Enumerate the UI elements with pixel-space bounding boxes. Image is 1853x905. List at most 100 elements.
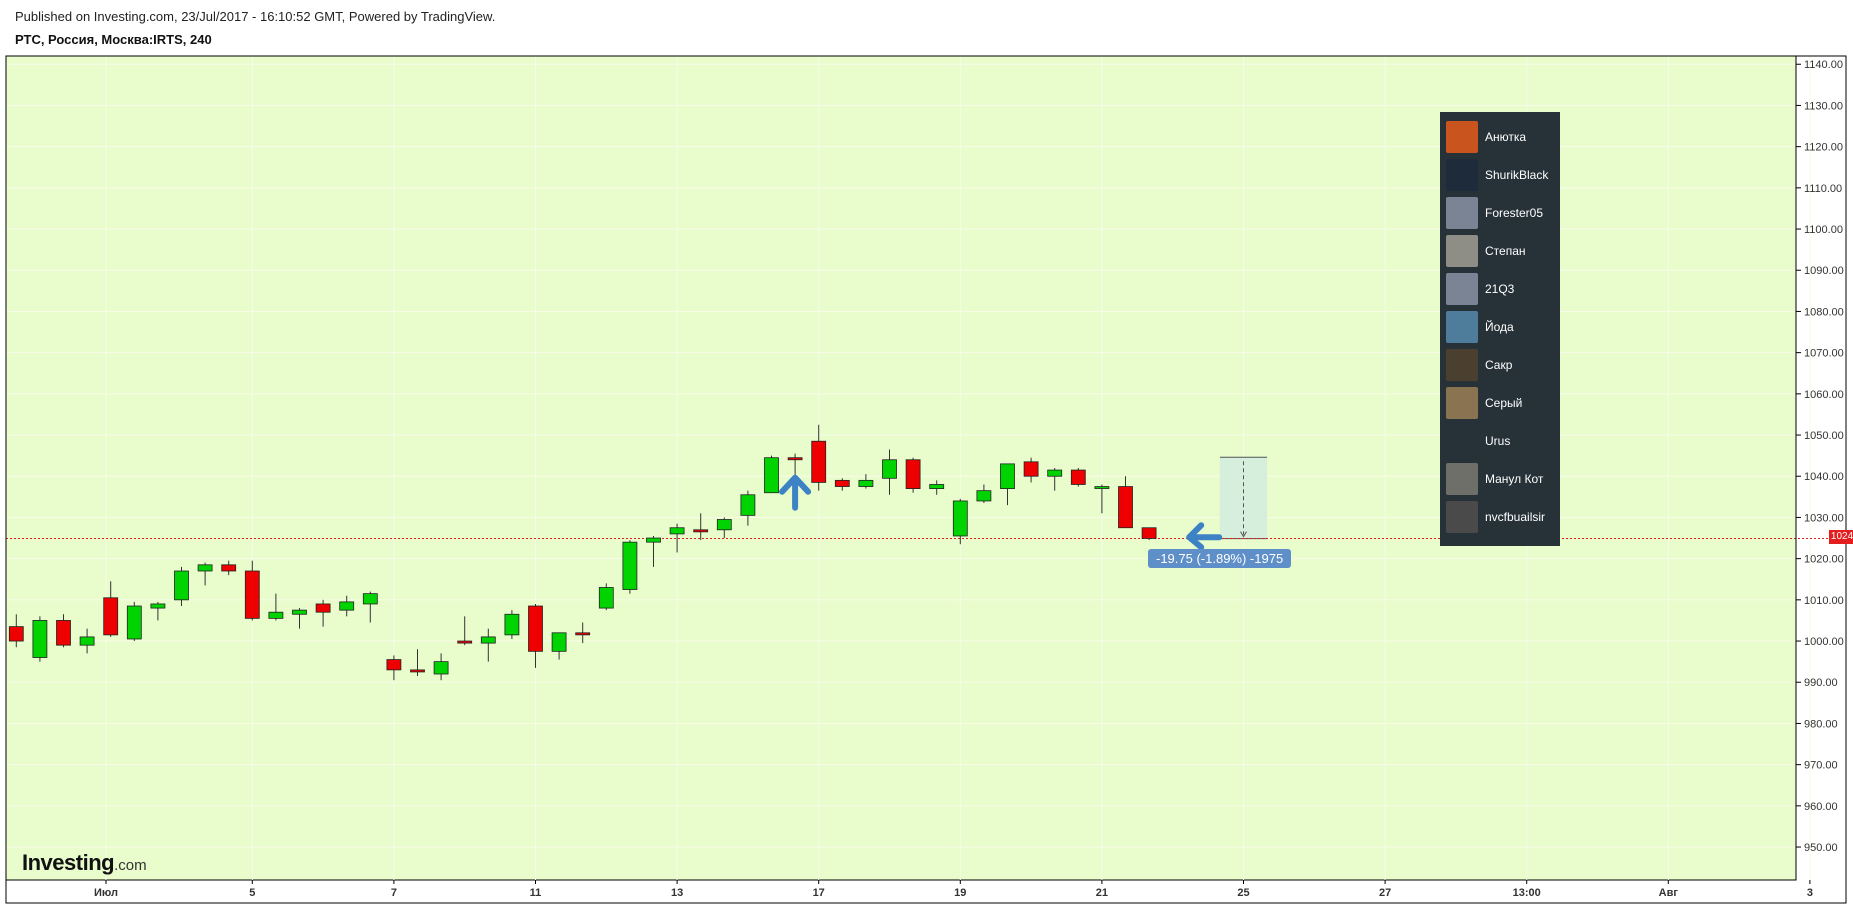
candle-body	[150, 603, 166, 609]
current-price-badge: 1024.89	[1829, 530, 1853, 544]
candle-body	[1047, 469, 1063, 477]
legend-user-name: Urus	[1485, 434, 1511, 448]
candle-body	[268, 611, 284, 619]
y-tick-label: 1010.00	[1804, 595, 1844, 607]
candle	[362, 591, 378, 623]
person-silhouette-avatar	[1446, 197, 1478, 229]
logo-main: Investing	[22, 850, 115, 875]
candle	[339, 595, 355, 617]
candle-body	[56, 620, 71, 646]
legend-user-name: Степан	[1485, 244, 1526, 258]
legend-user-name: Анютка	[1485, 130, 1527, 144]
candle-body	[646, 537, 661, 543]
x-tick-label: 13:00	[1513, 887, 1541, 899]
candle-body	[764, 457, 779, 494]
candle	[433, 653, 449, 681]
dark-figure-avatar	[1446, 159, 1478, 191]
candle	[598, 583, 614, 611]
small-logo-avatar	[1446, 425, 1478, 457]
candle-body	[8, 626, 24, 642]
candle-body	[693, 529, 709, 533]
candle-body	[575, 632, 591, 636]
candle-body	[1118, 486, 1133, 529]
candle	[669, 523, 685, 553]
candle-body	[1000, 463, 1015, 490]
candle	[1000, 463, 1015, 506]
candle-body	[292, 609, 307, 615]
face-avatar	[1446, 349, 1478, 381]
y-tick-label: 1060.00	[1804, 389, 1844, 401]
candle	[575, 622, 591, 644]
candle	[268, 593, 284, 621]
candle-body	[905, 459, 921, 490]
candle	[8, 614, 24, 648]
legend-item: ShurikBlack	[1440, 156, 1560, 194]
y-tick-label: 1050.00	[1804, 430, 1844, 442]
price-axis[interactable]: 950.00 960.00 970.00 980.00 990.00 1000.00 101…	[1796, 59, 1844, 854]
candle-body	[1070, 469, 1086, 485]
legend-item: Степан	[1440, 232, 1560, 270]
candle	[410, 649, 425, 677]
y-tick-label: 990.00	[1804, 677, 1838, 689]
legend-item: Анютка	[1440, 118, 1560, 156]
gray-circle-avatar	[1446, 501, 1478, 533]
measure-tool	[1219, 456, 1268, 540]
candle	[504, 610, 520, 639]
candle-body	[457, 640, 473, 644]
candle-body	[858, 479, 874, 487]
candle	[882, 449, 897, 495]
legend-user-name: Forester05	[1485, 206, 1544, 220]
candle-body	[315, 603, 331, 613]
candle	[221, 560, 237, 576]
candle-body	[811, 440, 827, 483]
legend-item: nvcfbuailsir	[1440, 498, 1560, 536]
candle	[693, 513, 709, 541]
candle	[622, 540, 638, 594]
users-legend-panel: Анютка ShurikBlack Forester05 Степан 21Q3 Йод…	[1440, 112, 1560, 546]
candle	[79, 628, 95, 654]
candle-body	[79, 636, 95, 646]
candle	[952, 498, 968, 545]
candle	[1141, 527, 1157, 541]
legend-item: Манул Кот	[1440, 460, 1560, 498]
candle-body	[339, 601, 355, 611]
candle-body	[952, 500, 968, 537]
candle-body	[410, 669, 425, 673]
x-tick-label: 19	[954, 887, 966, 899]
y-tick-label: 1070.00	[1804, 348, 1844, 360]
candle	[1094, 484, 1110, 514]
candle	[905, 457, 921, 493]
y-tick-label: 1080.00	[1804, 306, 1844, 318]
candle-body	[740, 494, 756, 516]
legend-user-name: nvcfbuailsir	[1485, 510, 1546, 524]
chart-symbol-title: РТС, Россия, Москва:IRTS, 240	[15, 32, 212, 47]
y-tick-label: 1030.00	[1804, 512, 1844, 524]
x-tick-label: 3	[1807, 887, 1813, 899]
candle	[457, 616, 473, 646]
candle	[764, 455, 779, 494]
candle	[1023, 457, 1039, 483]
cat-avatar	[1446, 463, 1478, 495]
time-axis[interactable]: Июл 5 7 11 13 17 19 21 25 27 13:00 Авг 3	[94, 880, 1813, 899]
candle-body	[126, 605, 142, 640]
candle	[386, 655, 402, 681]
legend-user-name: ShurikBlack	[1485, 168, 1549, 182]
candle	[1118, 476, 1133, 529]
candle-body	[551, 632, 567, 652]
candle-body	[221, 564, 237, 572]
y-tick-label: 950.00	[1804, 842, 1838, 854]
candle	[976, 484, 992, 504]
candle	[646, 535, 661, 567]
candle-body	[480, 636, 496, 644]
legend-user-name: Йода	[1485, 320, 1514, 334]
legend-item: 21Q3	[1440, 270, 1560, 308]
y-tick-label: 1100.00	[1804, 224, 1843, 236]
candle-body	[882, 459, 897, 479]
y-tick-label: 980.00	[1804, 718, 1838, 730]
legend-item: Серый	[1440, 384, 1560, 422]
candle	[292, 608, 307, 629]
yoda-avatar	[1446, 311, 1478, 343]
x-tick-label: 13	[671, 887, 683, 899]
legend-item: Forester05	[1440, 194, 1560, 232]
